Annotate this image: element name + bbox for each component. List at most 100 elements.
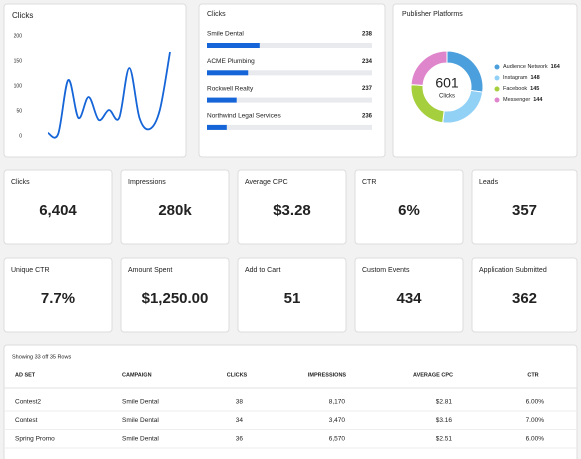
card <box>198 3 386 158</box>
value-label: 236 <box>362 113 373 119</box>
card <box>120 257 230 333</box>
table-caption: Showing 33 off 35 Rows <box>12 354 71 360</box>
legend-name: Facebook <box>503 86 527 92</box>
kpi-value: 434 <box>396 290 422 307</box>
legend-name: Instagram <box>503 75 528 81</box>
table-cell: Smile Dental <box>122 436 159 443</box>
table-header: IMPRESSIONS <box>308 372 347 378</box>
legend-entry: Facebook 145 <box>503 86 539 92</box>
table-cell: 34 <box>236 417 244 424</box>
legend-entry: Messenger 144 <box>503 97 543 103</box>
bar <box>207 97 237 103</box>
card <box>3 257 113 333</box>
bar-track <box>207 124 372 130</box>
card-title: Clicks <box>207 11 226 18</box>
kpi-label: Average CPC <box>245 179 288 186</box>
value-label: 237 <box>362 86 373 92</box>
table-cell: 38 <box>236 399 244 406</box>
kpi-label: Impressions <box>128 179 166 186</box>
donut-segment <box>410 50 448 86</box>
y-tick-label: 50 <box>16 108 22 114</box>
table-header: AVERAGE CPC <box>413 372 453 378</box>
table-cell: Contest2 <box>15 399 41 406</box>
kpi-value: $1,250.00 <box>142 290 209 307</box>
table-cell: 6.00% <box>526 436 545 443</box>
card <box>3 169 113 245</box>
value-label: 238 <box>362 32 373 38</box>
legend-dot <box>494 97 500 103</box>
line <box>47 51 171 139</box>
kpi-label: Application Submitted <box>479 267 547 274</box>
bar-label: Northwind Legal Services <box>207 113 281 120</box>
table-cell: Spring Promo <box>15 436 55 443</box>
bar <box>207 43 260 48</box>
card <box>237 257 347 333</box>
legend-entry: Instagram 148 <box>503 75 540 81</box>
legend-dot <box>494 75 500 81</box>
bar <box>207 70 249 76</box>
table-cell: 6.00% <box>526 399 545 406</box>
legend-dot <box>494 64 500 70</box>
kpi-value: 280k <box>158 202 192 219</box>
table-cell: Smile Dental <box>122 399 159 406</box>
card-title: Clicks <box>12 11 33 20</box>
table-cell: 7.00% <box>526 417 545 424</box>
card <box>120 169 230 245</box>
table-header: CLICKS <box>227 372 248 378</box>
kpi-value: 7.7% <box>41 290 75 307</box>
table-cell: $3.16 <box>436 417 453 424</box>
kpi-label: Leads <box>479 179 499 186</box>
legend-value: 145 <box>530 86 539 92</box>
kpi-label: Amount Spent <box>128 267 172 274</box>
card <box>3 3 187 158</box>
bar-track <box>207 43 372 48</box>
y-tick-label: 200 <box>14 33 23 39</box>
kpi-value: 6% <box>398 202 420 219</box>
bar-label: ACME Plumbing <box>207 58 255 65</box>
table-cell: 6,570 <box>329 436 346 443</box>
bar-label: Rockwell Realty <box>207 85 254 92</box>
card <box>3 344 578 459</box>
bar <box>207 124 227 130</box>
table-header: AD SET <box>15 372 36 378</box>
y-tick-label: 100 <box>14 83 23 89</box>
kpi-label: Unique CTR <box>11 267 50 274</box>
card-title: Publisher Platforms <box>402 11 463 18</box>
legend-name: Audience Network <box>503 64 548 70</box>
legend-value: 164 <box>551 64 561 70</box>
table-cell: 3,470 <box>329 417 346 424</box>
legend-value: 144 <box>533 97 543 103</box>
legend-value: 148 <box>530 75 539 81</box>
bar-label: Smile Dental <box>207 31 244 38</box>
card <box>471 257 578 333</box>
card <box>237 169 347 245</box>
card <box>354 257 464 333</box>
table-header: CTR <box>527 372 538 378</box>
kpi-value: 362 <box>512 290 537 307</box>
kpi-value: $3.28 <box>273 202 311 219</box>
kpi-value: 357 <box>512 202 537 219</box>
donut-total-label: Clicks <box>439 94 455 100</box>
kpi-value: 6,404 <box>39 202 77 219</box>
table-header: CAMPAIGN <box>122 372 152 378</box>
y-tick-label: 150 <box>14 58 23 64</box>
kpi-label: CTR <box>362 179 376 186</box>
table-cell: Smile Dental <box>122 417 159 424</box>
table-cell: 36 <box>236 436 244 443</box>
donut-total: 601 <box>435 75 459 91</box>
table-cell: Contest <box>15 417 38 424</box>
legend-name: Messenger <box>503 97 530 103</box>
legend-entry: Audience Network 164 <box>503 64 561 70</box>
card <box>471 169 578 245</box>
kpi-label: Add to Cart <box>245 267 280 274</box>
kpi-value: 51 <box>284 290 301 307</box>
card <box>354 169 464 245</box>
table-cell: $2.51 <box>436 436 453 443</box>
value-label: 234 <box>362 59 373 65</box>
table-cell: 8,170 <box>329 399 346 406</box>
kpi-label: Clicks <box>11 179 30 186</box>
legend-dot <box>494 86 500 92</box>
kpi-label: Custom Events <box>362 267 410 274</box>
table-cell: $2.81 <box>436 399 453 406</box>
